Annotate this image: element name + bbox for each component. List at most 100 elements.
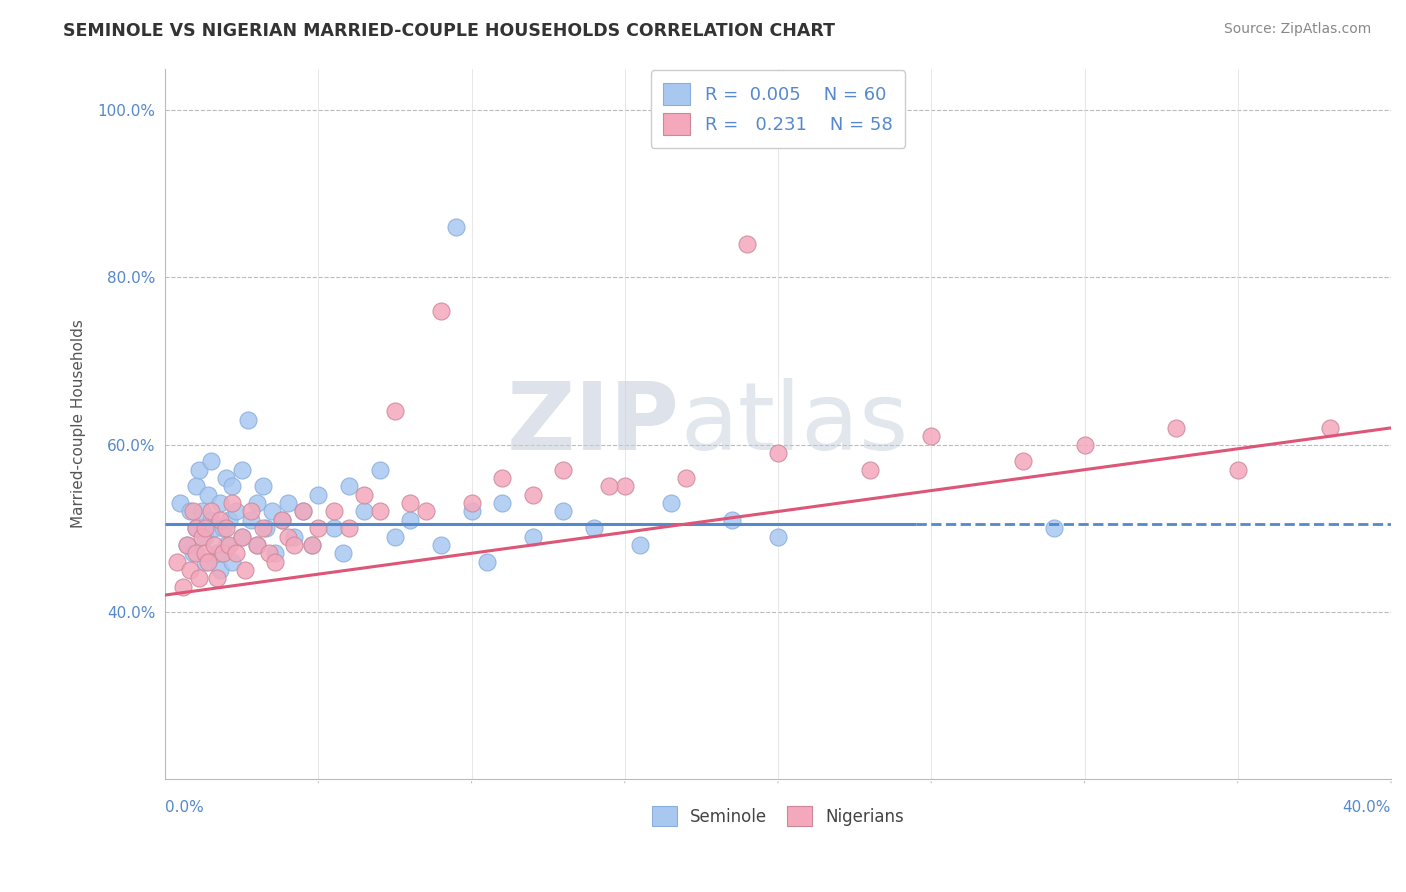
Point	[291, 504, 314, 518]
Point	[176, 538, 198, 552]
Point	[920, 429, 942, 443]
Point	[239, 504, 262, 518]
Text: SEMINOLE VS NIGERIAN MARRIED-COUPLE HOUSEHOLDS CORRELATION CHART: SEMINOLE VS NIGERIAN MARRIED-COUPLE HOUS…	[63, 22, 835, 40]
Point	[202, 521, 225, 535]
Point	[252, 479, 274, 493]
Point	[233, 563, 256, 577]
Point	[184, 479, 207, 493]
Point	[659, 496, 682, 510]
Point	[176, 538, 198, 552]
Point	[246, 538, 269, 552]
Point	[209, 563, 232, 577]
Point	[231, 530, 253, 544]
Point	[209, 496, 232, 510]
Point	[277, 496, 299, 510]
Point	[1012, 454, 1035, 468]
Point	[231, 463, 253, 477]
Point	[215, 521, 238, 535]
Point	[194, 546, 217, 560]
Point	[200, 513, 222, 527]
Point	[337, 479, 360, 493]
Point	[766, 530, 789, 544]
Point	[187, 463, 209, 477]
Point	[522, 530, 544, 544]
Point	[277, 530, 299, 544]
Point	[225, 546, 247, 560]
Point	[322, 504, 344, 518]
Point	[553, 504, 575, 518]
Text: 0.0%: 0.0%	[165, 800, 204, 814]
Y-axis label: Married-couple Households: Married-couple Households	[72, 319, 86, 528]
Point	[1073, 437, 1095, 451]
Point	[332, 546, 354, 560]
Point	[613, 479, 636, 493]
Point	[384, 404, 406, 418]
Point	[270, 513, 292, 527]
Point	[368, 504, 391, 518]
Point	[215, 538, 238, 552]
Point	[197, 555, 219, 569]
Point	[675, 471, 697, 485]
Point	[212, 546, 235, 560]
Point	[301, 538, 323, 552]
Point	[179, 504, 201, 518]
Point	[218, 538, 240, 552]
Point	[384, 530, 406, 544]
Point	[194, 555, 217, 569]
Point	[368, 463, 391, 477]
Text: Source: ZipAtlas.com: Source: ZipAtlas.com	[1223, 22, 1371, 37]
Point	[322, 521, 344, 535]
Point	[1319, 421, 1341, 435]
Point	[194, 530, 217, 544]
Point	[259, 546, 281, 560]
Point	[205, 571, 228, 585]
Point	[184, 546, 207, 560]
Point	[1226, 463, 1249, 477]
Point	[1166, 421, 1188, 435]
Point	[197, 488, 219, 502]
Point	[307, 488, 329, 502]
Point	[737, 237, 759, 252]
Point	[264, 546, 287, 560]
Point	[583, 521, 606, 535]
Point	[1043, 521, 1066, 535]
Point	[212, 521, 235, 535]
Point	[491, 496, 513, 510]
Point	[291, 504, 314, 518]
Point	[166, 555, 188, 569]
Point	[270, 513, 292, 527]
Point	[184, 521, 207, 535]
Point	[236, 412, 259, 426]
Point	[202, 538, 225, 552]
Point	[859, 463, 882, 477]
Text: atlas: atlas	[681, 377, 908, 470]
Point	[254, 521, 277, 535]
Point	[522, 488, 544, 502]
Point	[283, 538, 305, 552]
Point	[184, 521, 207, 535]
Point	[307, 521, 329, 535]
Point	[553, 463, 575, 477]
Point	[430, 538, 453, 552]
Point	[491, 471, 513, 485]
Point	[475, 555, 498, 569]
Point	[264, 555, 287, 569]
Point	[430, 304, 453, 318]
Point	[187, 571, 209, 585]
Point	[221, 555, 243, 569]
Point	[246, 496, 269, 510]
Point	[415, 504, 437, 518]
Point	[215, 471, 238, 485]
Point	[628, 538, 651, 552]
Point	[181, 546, 204, 560]
Point	[191, 530, 214, 544]
Point	[353, 504, 375, 518]
Point	[191, 504, 214, 518]
Point	[205, 546, 228, 560]
Point	[337, 521, 360, 535]
Point	[239, 513, 262, 527]
Point	[444, 220, 467, 235]
Point	[221, 479, 243, 493]
Point	[460, 496, 482, 510]
Text: ZIP: ZIP	[508, 377, 681, 470]
